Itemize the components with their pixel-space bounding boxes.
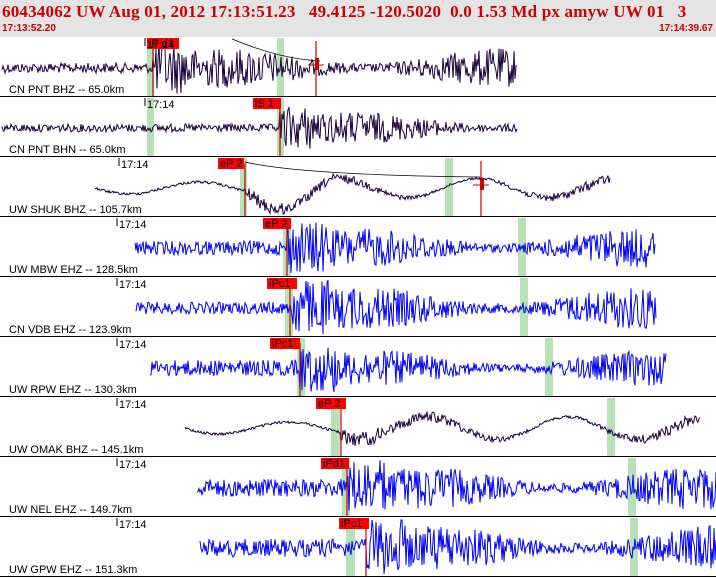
waveform-trace (135, 279, 657, 335)
time-window-band (607, 398, 615, 456)
waveform-trace (199, 519, 716, 575)
pick-flag-label: iPc1 (272, 338, 293, 350)
station-label: CN PNT BHZ -- 65.0km (9, 84, 124, 96)
trace-time-label: 17:14 (121, 159, 149, 171)
trace-time-label: 17:14 (147, 99, 175, 111)
time-window-band (445, 158, 453, 216)
trace-row[interactable]: iPc1 17:14 CN VDB EHZ -- 123.9km (0, 278, 716, 337)
pick-flag[interactable] (218, 158, 244, 169)
pick-flag-label: iP d1 (149, 38, 174, 50)
station-label: CN PNT BHN -- 65.0km (9, 144, 126, 156)
time-window-band (147, 38, 154, 96)
pick-flag[interactable] (339, 518, 369, 529)
trace-time-label: 17:14 (119, 399, 147, 411)
waveform-trace (1, 41, 518, 94)
pick-uncertainty-box (315, 58, 319, 70)
waveform-trace (196, 460, 716, 511)
window-start-time: 17:13:52.20 (2, 23, 56, 34)
trace-row[interactable]: eP 2 17:14 UW MBW EHZ -- 128.5km (0, 218, 716, 277)
station-label: UW RPW EHZ -- 130.3km (9, 384, 137, 396)
pick-flag-label: iS 1 (255, 98, 274, 110)
pick-flag[interactable] (316, 398, 346, 409)
window-end-time: 17:14:39.67 (659, 23, 713, 34)
pick-flag-label: iPc1 (341, 518, 362, 530)
trace-row[interactable]: iPc1 17:14 UW RPW EHZ -- 130.3km (0, 338, 716, 397)
pick-flag[interactable] (270, 338, 300, 349)
trace-time-label: 17:14 (119, 279, 147, 291)
event-summary-title: 60434062 UW Aug 01, 2012 17:13:51.23 49.… (2, 2, 687, 21)
station-label: UW NEL EHZ -- 149.7km (9, 504, 132, 516)
pick-flag[interactable] (253, 98, 281, 109)
waveform-trace (94, 172, 611, 215)
event-header: 60434062 UW Aug 01, 2012 17:13:51.23 49.… (0, 0, 716, 37)
pick-flag[interactable] (267, 278, 297, 289)
time-window-band (331, 398, 340, 456)
waveform-trace (134, 222, 656, 273)
station-label: UW GPW EHZ -- 151.3km (9, 564, 137, 576)
station-label: UW SHUK BHZ -- 105.7km (9, 204, 142, 216)
trace-time-label: 17:14 (119, 339, 147, 351)
pick-flag-label: eP 2 (265, 218, 287, 230)
station-label: UW OMAK BHZ -- 145.1km (9, 444, 143, 456)
pick-flag[interactable] (147, 38, 179, 49)
pick-flag[interactable] (321, 458, 349, 469)
pick-flag-label: iPc1 (269, 278, 290, 290)
time-window-band (346, 518, 355, 576)
trace-time-label: 17:14 (147, 39, 175, 51)
pick-flag-label: eP 2 (318, 398, 340, 410)
time-window-band (342, 458, 350, 516)
trace-row[interactable]: iPd1 17:14 UW NEL EHZ -- 149.7km (0, 458, 716, 517)
time-window-band (240, 158, 247, 216)
trace-row[interactable]: iPc1 17:14 UW GPW EHZ -- 151.3km (0, 518, 716, 577)
station-label: CN VDB EHZ -- 123.9km (9, 324, 131, 336)
trace-time-label: 17:14 (119, 219, 147, 231)
station-label: UW MBW EHZ -- 128.5km (9, 264, 138, 276)
pick-flag-label: eP 2 (220, 158, 242, 170)
trace-time-label: 17:14 (119, 519, 147, 531)
waveform-trace (184, 411, 701, 446)
arrival-curve (244, 161, 481, 178)
pick-flag[interactable] (263, 218, 291, 229)
trace-row[interactable]: eP 2 17:14 UW OMAK BHZ -- 145.1km (0, 398, 716, 457)
trace-time-label: 17:14 (119, 459, 147, 471)
time-window-band (147, 98, 154, 156)
trace-row[interactable]: eP 2 17:14 UW SHUK BHZ -- 105.7km (0, 158, 716, 217)
time-window-band (520, 278, 528, 336)
pick-uncertainty-box (480, 178, 484, 190)
pick-flag-label: iPd1 (323, 458, 345, 470)
waveform-trace (149, 347, 667, 393)
trace-row[interactable]: iS 1 17:14 CN PNT BHN -- 65.0km (0, 98, 716, 157)
arrival-curve (231, 38, 321, 62)
waveform-trace (1, 105, 518, 149)
